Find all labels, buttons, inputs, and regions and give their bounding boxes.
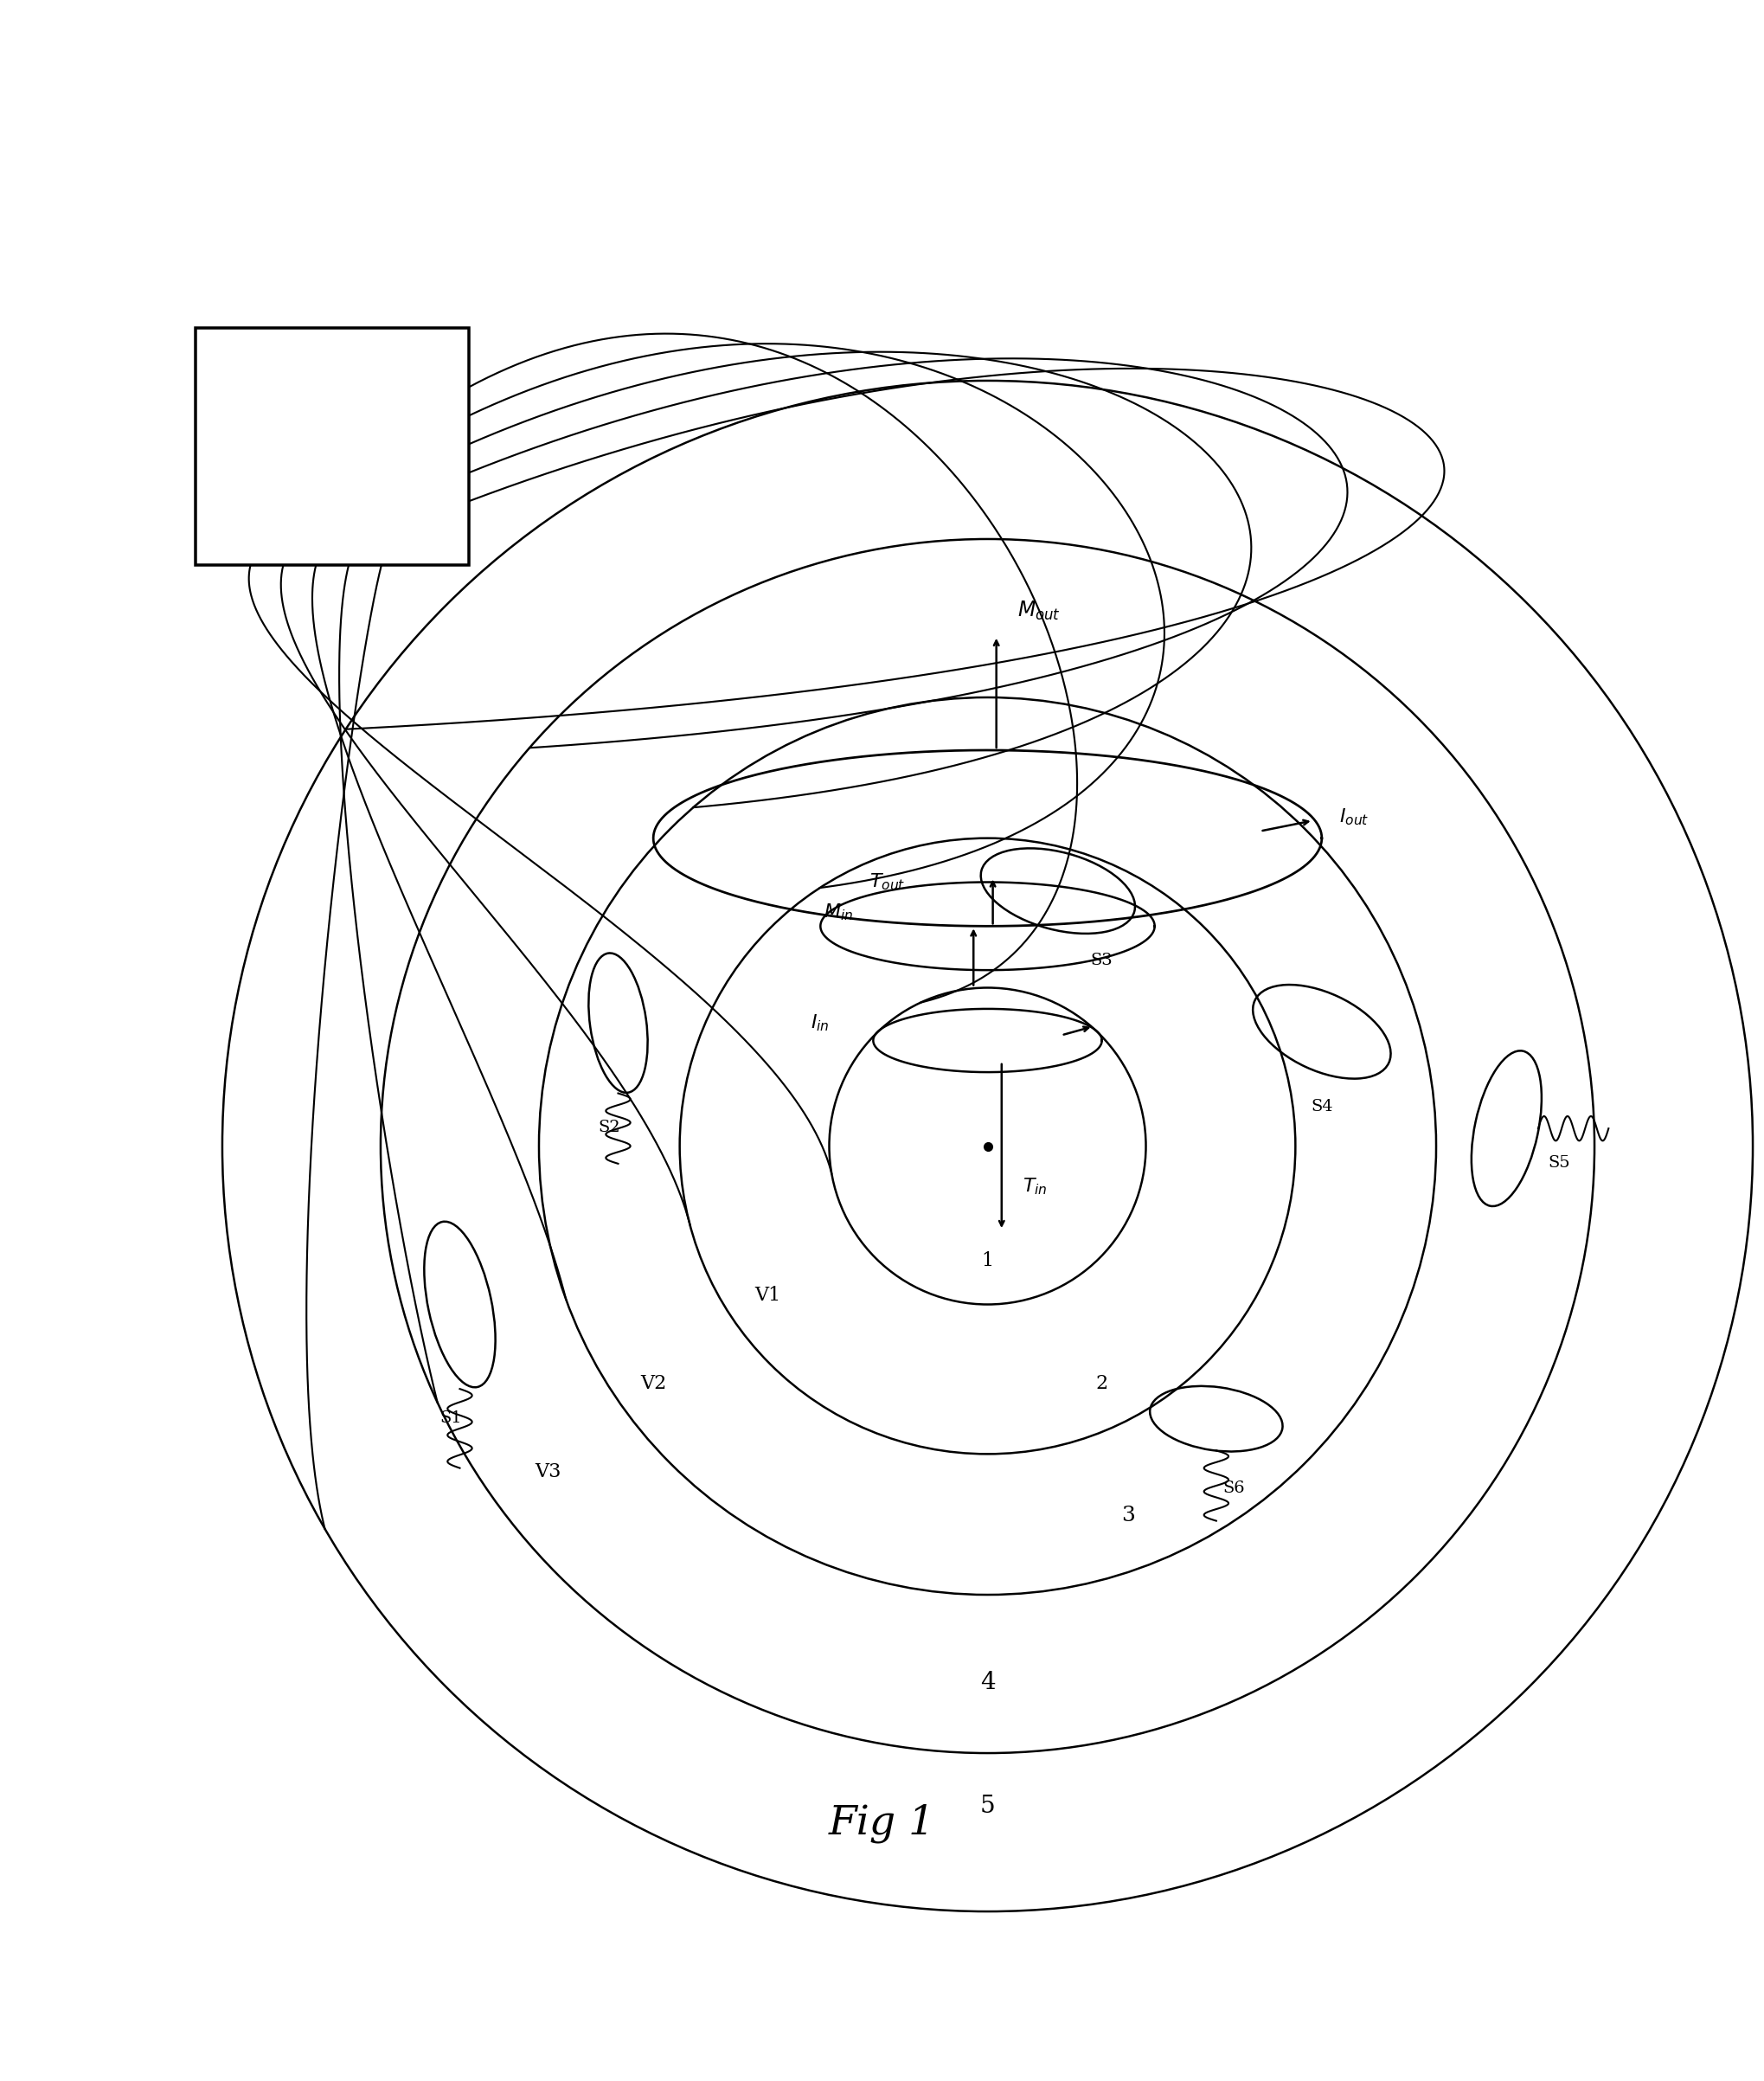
Text: S5: S5 <box>1549 1155 1570 1170</box>
Text: $M_{out}$: $M_{out}$ <box>1018 599 1060 622</box>
Text: S2: S2 <box>598 1120 621 1136</box>
Text: V1: V1 <box>755 1286 781 1305</box>
Text: V2: V2 <box>640 1373 667 1392</box>
Text: 10: 10 <box>316 420 349 447</box>
Text: $I_{out}$: $I_{out}$ <box>1339 807 1369 828</box>
Text: V3: V3 <box>534 1463 561 1482</box>
Text: $T_{out}$: $T_{out}$ <box>870 872 905 893</box>
Text: $M_{in}$: $M_{in}$ <box>824 903 854 922</box>
Text: $I_{in}$: $I_{in}$ <box>810 1013 829 1032</box>
Text: 5: 5 <box>981 1794 995 1817</box>
Text: 3: 3 <box>1122 1507 1136 1525</box>
Text: S3: S3 <box>1090 953 1113 968</box>
Text: Fig 1: Fig 1 <box>829 1804 935 1844</box>
Bar <box>196 329 469 566</box>
Text: S4: S4 <box>1311 1099 1334 1113</box>
Text: S1: S1 <box>439 1411 462 1425</box>
Text: 2: 2 <box>1095 1373 1108 1392</box>
Text: 1: 1 <box>981 1251 993 1269</box>
Text: S6: S6 <box>1222 1480 1245 1496</box>
Text: $T_{in}$: $T_{in}$ <box>1023 1176 1048 1197</box>
Text: 4: 4 <box>981 1671 995 1694</box>
